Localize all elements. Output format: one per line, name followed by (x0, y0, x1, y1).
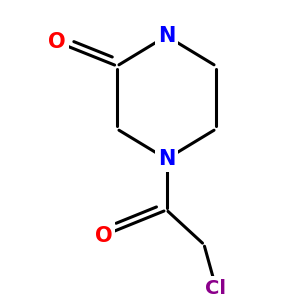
Text: Cl: Cl (206, 278, 226, 298)
Text: O: O (95, 226, 112, 245)
Text: N: N (158, 149, 175, 169)
Text: O: O (48, 32, 66, 52)
Text: N: N (158, 26, 175, 46)
